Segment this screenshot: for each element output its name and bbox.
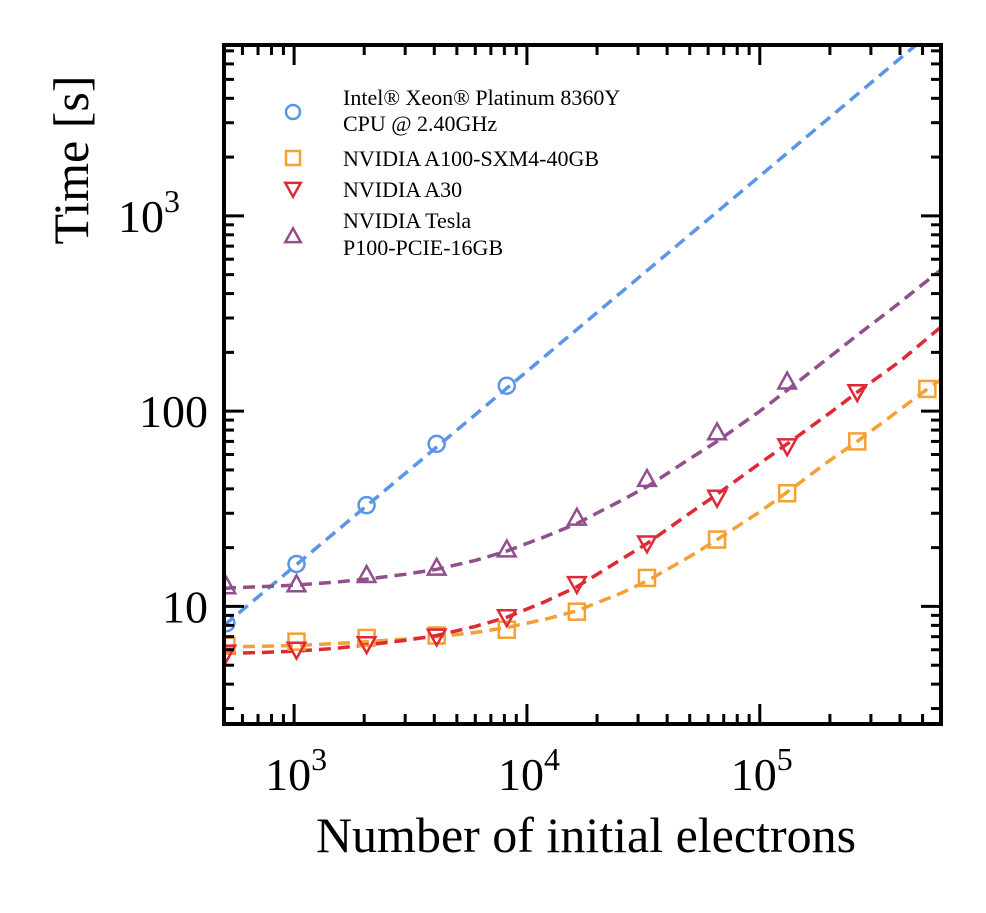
data-point-series-2 (636, 535, 658, 555)
legend-marker-series-0 (284, 103, 302, 121)
data-point-series-3 (495, 537, 518, 558)
data-point-series-2 (495, 608, 518, 629)
data-point-series-2 (776, 438, 799, 458)
data-point-series-3 (706, 420, 728, 441)
tick-labels: 103 104 105 10 100 103 (118, 183, 793, 800)
data-point-series-3 (285, 572, 308, 593)
x-tick-label: 105 (731, 741, 793, 800)
data-point-series-0 (427, 434, 446, 454)
data-point-series-2 (706, 489, 728, 510)
data-point-series-3 (425, 556, 448, 576)
data-point-series-1 (918, 379, 937, 399)
y-tick-label: 103 (118, 183, 180, 242)
data-point-series-2 (224, 644, 238, 665)
data-point-series-3 (776, 370, 799, 390)
legend-marker-series-2 (283, 181, 303, 200)
data-point-series-0 (497, 376, 517, 395)
y-tick-label: 100 (139, 386, 208, 437)
data-point-series-3 (636, 467, 658, 488)
x-axis-label: Number of initial electrons (316, 807, 856, 863)
data-point-series-1 (497, 620, 517, 639)
fit-line-series-3 (224, 268, 941, 590)
data-point-series-0 (287, 554, 306, 574)
legend-marker-series-3 (283, 225, 303, 244)
legend-label: NVIDIA Tesla (343, 208, 471, 233)
data-point-series-1 (777, 483, 797, 503)
data-point-series-1 (637, 568, 657, 588)
fit-lines (224, 45, 941, 656)
data-point-series-3 (355, 563, 378, 584)
legend-label: Intel® Xeon® Platinum 8360Y (343, 85, 620, 110)
data-point-series-0 (357, 495, 376, 515)
data-point-series-1 (707, 530, 727, 549)
data-point-series-2 (425, 628, 448, 649)
legend-label: NVIDIA A100-SXM4-40GB (343, 146, 599, 171)
fit-line-series-0 (224, 45, 919, 627)
plot-frame (222, 43, 943, 726)
y-tick-label: 10 (162, 581, 208, 632)
x-tick-label: 104 (498, 741, 560, 800)
fit-line-series-2 (224, 325, 941, 656)
legend-marker-series-1 (284, 149, 302, 167)
data-point-series-2 (846, 383, 869, 404)
legend-label: NVIDIA A30 (343, 177, 462, 202)
fit-line-series-1 (224, 378, 941, 649)
legend-label: CPU @ 2.40GHz (343, 111, 497, 136)
data-point-series-1 (848, 432, 867, 451)
data-point-series-2 (285, 641, 308, 662)
data-point-series-1 (567, 602, 587, 621)
data-point-series-3 (565, 506, 588, 526)
data-point-series-2 (355, 635, 378, 656)
data-markers (224, 370, 937, 665)
y-axis-label: Time [s] (43, 75, 99, 244)
data-point-series-2 (565, 575, 588, 596)
data-point-series-3 (224, 574, 238, 595)
x-tick-label: 103 (265, 741, 327, 800)
legend-label: P100-PCIE-16GB (343, 235, 503, 260)
